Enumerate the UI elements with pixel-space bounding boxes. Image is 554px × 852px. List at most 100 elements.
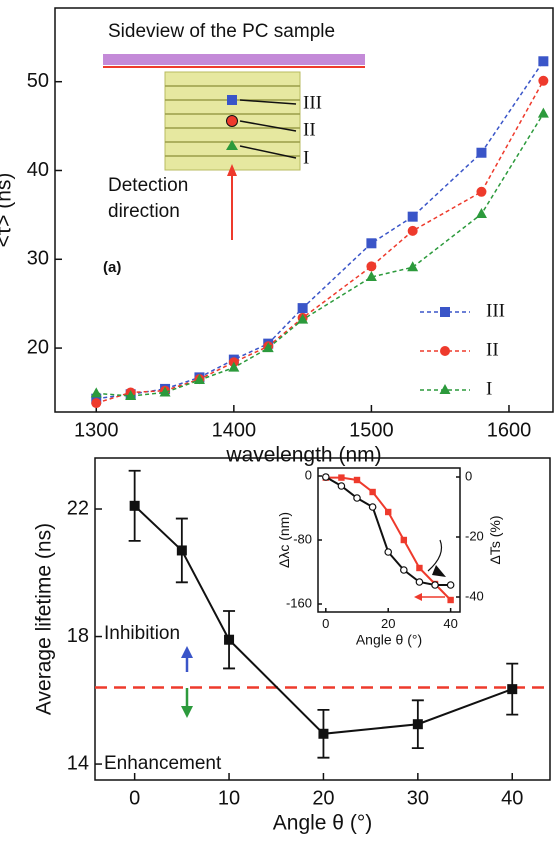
annotation: I bbox=[303, 147, 309, 168]
marker bbox=[447, 596, 454, 604]
arrow bbox=[427, 539, 443, 572]
marker bbox=[322, 473, 330, 481]
series-line bbox=[96, 113, 545, 397]
marker bbox=[476, 186, 487, 197]
marker bbox=[125, 390, 137, 401]
annotation: Inhibition bbox=[104, 623, 180, 644]
marker bbox=[297, 303, 308, 314]
marker bbox=[507, 684, 518, 695]
marker bbox=[384, 548, 393, 556]
y-tick-label: 0 bbox=[305, 467, 312, 482]
y-tick-label: -80 bbox=[293, 531, 312, 546]
marker bbox=[297, 313, 309, 324]
y-tick-label: 50 bbox=[27, 70, 49, 92]
marker bbox=[407, 225, 418, 236]
marker bbox=[412, 719, 423, 730]
plot-frame bbox=[94, 457, 551, 781]
marker bbox=[431, 581, 439, 589]
y-tick-label: -160 bbox=[286, 595, 312, 610]
annotation: III bbox=[303, 92, 322, 113]
marker bbox=[228, 361, 240, 372]
substrate bbox=[103, 54, 365, 65]
marker bbox=[407, 261, 419, 272]
marker bbox=[318, 728, 329, 739]
marker bbox=[440, 346, 450, 356]
x-tick-label: 1400 bbox=[212, 419, 257, 441]
marker bbox=[338, 474, 345, 481]
layer-marker bbox=[227, 95, 237, 105]
y-axis-label: <τ> (ns) bbox=[0, 173, 16, 248]
y2-tick-label: -40 bbox=[465, 588, 484, 603]
x-tick-label: 0 bbox=[129, 787, 140, 809]
x-axis-label: Angle θ (°) bbox=[273, 812, 372, 835]
x-tick-label: 10 bbox=[218, 787, 240, 809]
y2-tick-label: -20 bbox=[465, 528, 484, 543]
series-line bbox=[96, 80, 545, 404]
annotation: Sideview of the PC sample bbox=[108, 21, 335, 42]
marker bbox=[91, 398, 102, 409]
marker bbox=[538, 75, 549, 86]
marker bbox=[176, 545, 187, 556]
marker bbox=[369, 488, 376, 496]
x-axis-label: wavelength (nm) bbox=[225, 444, 381, 467]
x-tick-label: 0 bbox=[322, 616, 329, 631]
marker bbox=[366, 238, 377, 249]
marker bbox=[365, 271, 377, 282]
marker bbox=[537, 107, 549, 118]
series-line bbox=[133, 505, 513, 735]
marker bbox=[368, 503, 377, 511]
y2-tick-label: 0 bbox=[465, 468, 472, 483]
y-axis-label: Δλc (nm) bbox=[276, 512, 292, 568]
marker bbox=[415, 578, 424, 586]
arrowhead bbox=[432, 565, 446, 577]
marker bbox=[407, 211, 418, 222]
marker bbox=[476, 147, 487, 158]
layer-marker bbox=[226, 115, 238, 127]
marker bbox=[193, 374, 205, 385]
marker bbox=[475, 207, 487, 218]
annotation: Enhancement bbox=[104, 753, 222, 774]
x-tick-label: 40 bbox=[443, 616, 457, 631]
x-tick-label: 20 bbox=[381, 616, 395, 631]
pointer-lines bbox=[239, 99, 297, 159]
arrowhead bbox=[181, 706, 193, 718]
y-tick-label: 30 bbox=[27, 248, 49, 270]
marker bbox=[224, 634, 235, 645]
marker bbox=[366, 261, 377, 272]
marker bbox=[353, 476, 361, 484]
x-axis-label: Angle θ (°) bbox=[356, 631, 422, 647]
legend-label: III bbox=[486, 300, 505, 321]
marker bbox=[538, 56, 549, 67]
legend-label: I bbox=[486, 378, 492, 399]
y-tick-label: 18 bbox=[67, 625, 89, 647]
detection-arrowhead bbox=[227, 164, 237, 176]
marker bbox=[385, 508, 392, 516]
arrowhead bbox=[414, 593, 422, 601]
plot-frame bbox=[317, 467, 461, 613]
legend-label: II bbox=[486, 339, 499, 360]
y-tick-label: 22 bbox=[67, 497, 89, 519]
marker bbox=[446, 581, 455, 589]
x-tick-label: 1600 bbox=[487, 419, 532, 441]
y-tick-label: 40 bbox=[27, 159, 49, 181]
x-tick-label: 1500 bbox=[349, 419, 394, 441]
marker bbox=[400, 536, 408, 544]
marker bbox=[129, 500, 140, 511]
layer-marker bbox=[226, 140, 238, 150]
y-tick-label: 20 bbox=[27, 336, 49, 358]
annotation: Detection bbox=[108, 175, 188, 196]
marker bbox=[439, 384, 451, 394]
marker bbox=[262, 342, 274, 353]
marker bbox=[337, 482, 346, 490]
sample-diagram bbox=[103, 54, 365, 240]
annotation: direction bbox=[108, 201, 180, 222]
marker bbox=[353, 494, 361, 502]
y2-axis-label: ΔTs (%) bbox=[487, 515, 503, 564]
panel-label: (a) bbox=[103, 259, 121, 276]
y-tick-label: 14 bbox=[67, 752, 89, 774]
x-tick-label: 40 bbox=[501, 787, 523, 809]
arrowhead bbox=[181, 646, 193, 658]
marker bbox=[416, 564, 423, 572]
